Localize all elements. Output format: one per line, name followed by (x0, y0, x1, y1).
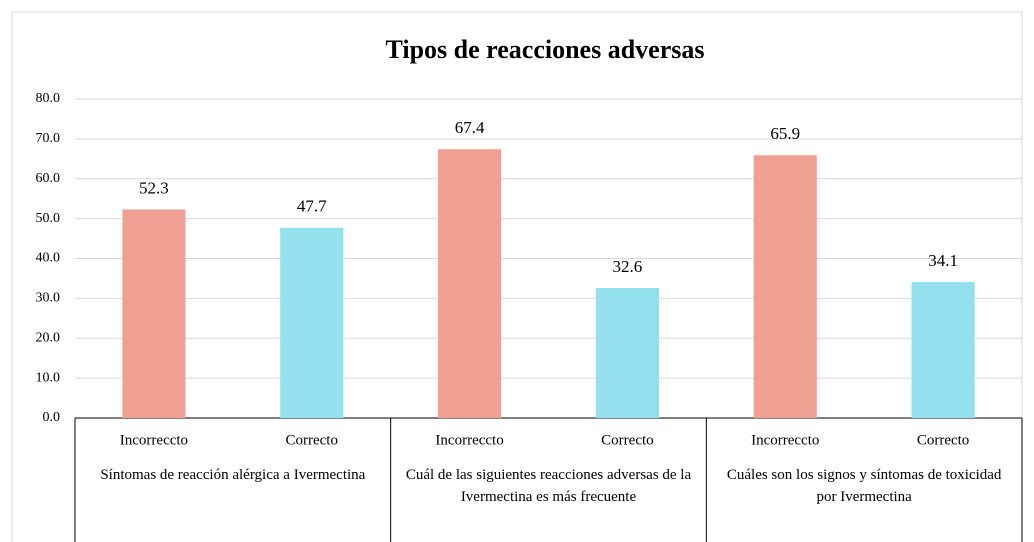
value-label: 67.4 (455, 118, 485, 137)
chart-border (11, 11, 1023, 542)
y-tick-label: 80.0 (36, 91, 61, 106)
y-tick-label: 60.0 (36, 171, 61, 186)
bar (122, 209, 186, 418)
chart-title: Tipos de reacciones adversas (386, 35, 705, 64)
y-tick-label: 10.0 (36, 370, 61, 385)
x-tick-label: Incorreccto (435, 432, 503, 448)
x-tick-label: Incorreccto (120, 432, 188, 448)
y-tick-label: 30.0 (36, 291, 61, 306)
y-tick-label: 40.0 (36, 251, 61, 266)
y-tick-label: 70.0 (36, 131, 61, 146)
bar (595, 288, 659, 418)
bar (438, 149, 502, 418)
x-tick-label: Correcto (917, 432, 969, 448)
x-tick-label: Correcto (601, 432, 653, 448)
y-tick-label: 0.0 (43, 410, 61, 425)
group-label: Cuáles son los signos y síntomas de toxi… (726, 467, 1002, 505)
value-label: 65.9 (770, 124, 800, 143)
x-tick-label: Correcto (286, 432, 338, 448)
bar (280, 227, 344, 418)
y-tick-label: 20.0 (36, 330, 61, 345)
y-tick-label: 50.0 (36, 211, 61, 226)
bar (911, 282, 975, 418)
x-tick-label: Incorreccto (751, 432, 819, 448)
value-label: 47.7 (297, 197, 327, 216)
value-label: 34.1 (928, 251, 958, 270)
value-label: 32.6 (613, 257, 643, 276)
group-label: Síntomas de reacción alérgica a Ivermect… (100, 467, 366, 483)
bar (753, 155, 817, 418)
group-label: Cuál de las siguientes reacciones advers… (405, 467, 692, 505)
value-label: 52.3 (139, 178, 169, 197)
